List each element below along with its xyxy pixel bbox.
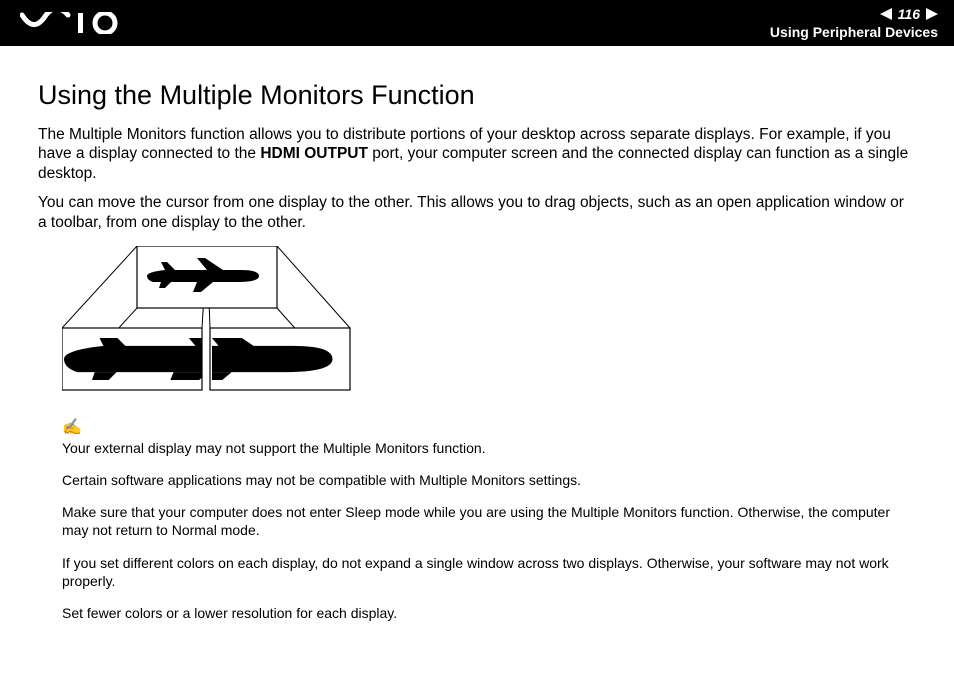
intro-para-1: The Multiple Monitors function allows yo… [38, 125, 916, 183]
note-2: Certain software applications may not be… [62, 471, 916, 489]
page-nav: 116 [880, 6, 938, 22]
page-number: 116 [898, 6, 920, 22]
note-3: Make sure that your computer does not en… [62, 503, 916, 539]
note-1: Your external display may not support th… [62, 439, 916, 457]
p1b-bold: HDMI OUTPUT [260, 145, 368, 162]
monitors-diagram [62, 246, 916, 399]
next-page-icon[interactable] [926, 8, 938, 20]
header-right: 116 Using Peripheral Devices [770, 6, 938, 40]
section-name: Using Peripheral Devices [770, 24, 938, 40]
note-5: Set fewer colors or a lower resolution f… [62, 604, 916, 622]
page-title: Using the Multiple Monitors Function [38, 80, 916, 111]
page-header: 116 Using Peripheral Devices [0, 0, 954, 46]
vaio-logo [20, 12, 140, 34]
note-icon: ✍ [62, 417, 916, 437]
note-4: If you set different colors on each disp… [62, 554, 916, 590]
intro-para-2: You can move the cursor from one display… [38, 193, 916, 232]
page-content: Using the Multiple Monitors Function The… [0, 46, 954, 622]
notes-block: ✍ Your external display may not support … [62, 417, 916, 622]
prev-page-icon[interactable] [880, 8, 892, 20]
